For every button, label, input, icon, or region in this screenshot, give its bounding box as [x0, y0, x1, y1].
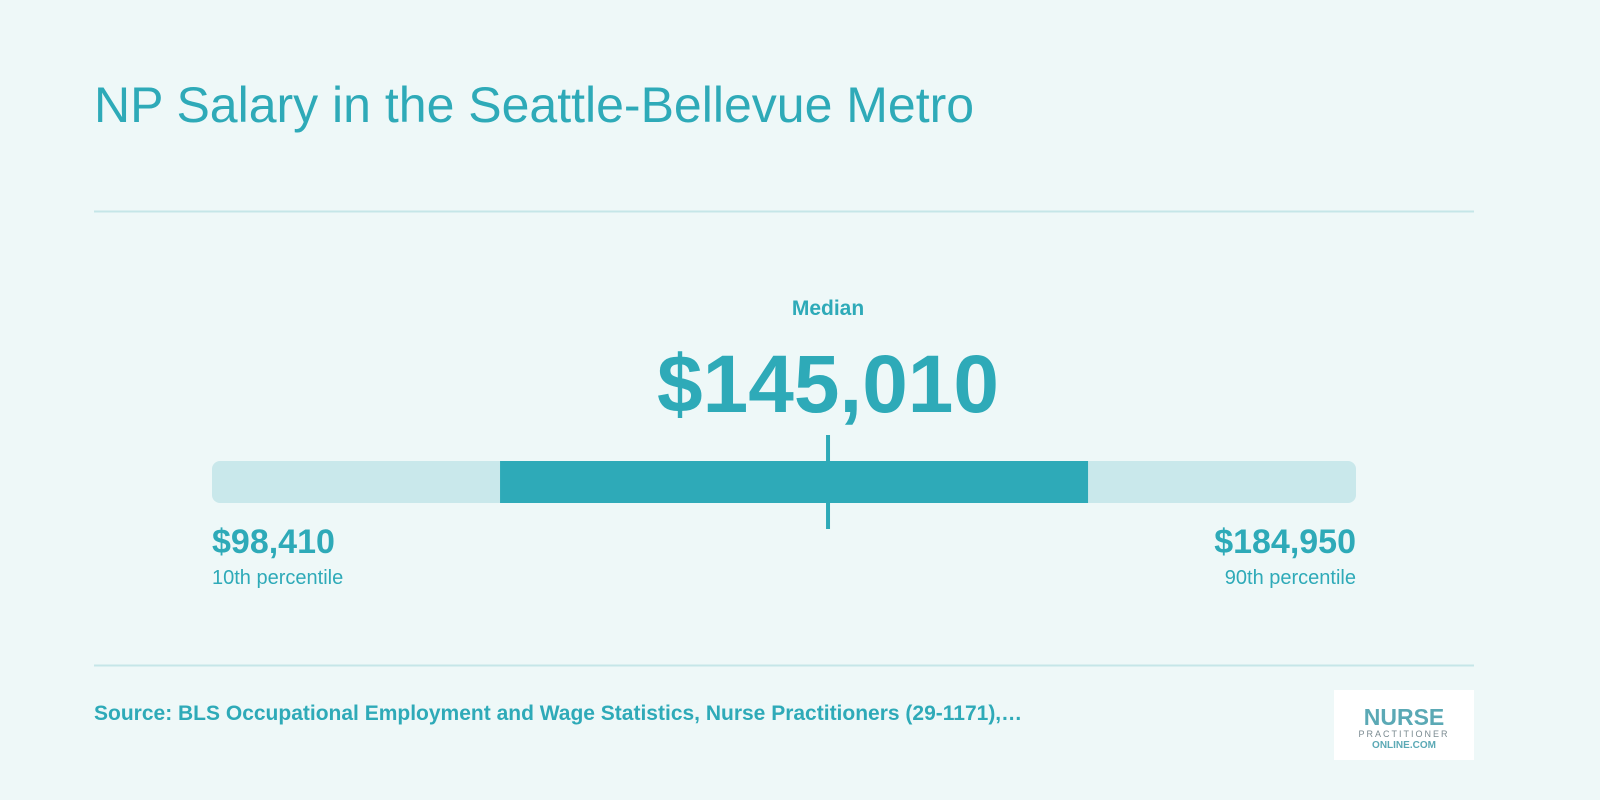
percentile-label: 10th percentile — [212, 567, 343, 589]
range-chart: $98,410 10th percentile $184,950 90th perce… — [212, 297, 1356, 589]
percentile-label: 90th percentile — [1225, 567, 1356, 589]
median-label: Median — [792, 297, 864, 320]
source-note: Source: BLS Occupational Employment and … — [94, 702, 1022, 725]
value-label: $184,950 — [1214, 523, 1356, 561]
value-label: $98,410 — [212, 523, 335, 561]
range-band — [500, 461, 1089, 503]
chart-title: NP Salary in the Seattle-Bellevue Metro — [94, 77, 974, 133]
logo-text: NURSE — [1364, 704, 1445, 730]
logo-text: PRACTITIONER — [1358, 729, 1449, 739]
median-value: $145,010 — [657, 339, 999, 430]
logo-box — [1334, 690, 1474, 760]
logo-text: ONLINE.COM — [1372, 740, 1436, 751]
